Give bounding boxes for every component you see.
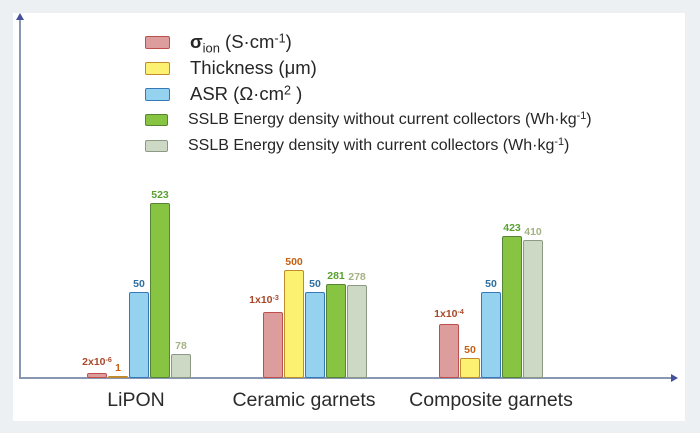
bar-energy-density-with-cc-lipon (171, 354, 191, 378)
bar-value-energy-density-with-cc-lipon: 78 (175, 339, 187, 352)
bar-value-asr-composite-garnets: 50 (485, 277, 497, 290)
bar-sigma-ion-composite-garnets (439, 324, 459, 378)
bar-value-energy-density-without-cc-lipon: 523 (151, 188, 169, 201)
bar-energy-density-with-cc-ceramic-garnets (347, 285, 367, 378)
bar-value-sigma-ion-lipon: 2x10-6 (82, 355, 112, 368)
bar-thickness-lipon (108, 376, 128, 378)
legend-item-thickness: Thickness (μm) (145, 55, 592, 81)
legend: σion (S·cm-1) Thickness (μm) ASR (Ω·cm2 ) S… (145, 29, 592, 159)
bar-value-thickness-composite-garnets: 50 (464, 343, 476, 356)
legend-item-sigma-ion: σion (S·cm-1) (145, 29, 592, 55)
bar-thickness-ceramic-garnets (284, 270, 304, 378)
legend-label-sigma-ion: σion (S·cm-1) (190, 30, 292, 56)
legend-label-thickness: Thickness (μm) (190, 56, 317, 78)
legend-swatch-energy-density-without-cc (145, 114, 168, 126)
legend-swatch-energy-density-with-cc (145, 140, 168, 152)
x-axis-line (19, 377, 671, 379)
legend-item-energy-density-with-cc: SSLB Energy density with current collect… (145, 133, 592, 159)
bar-energy-density-with-cc-composite-garnets (523, 240, 543, 378)
bar-asr-composite-garnets (481, 292, 501, 378)
legend-label-energy-density-without-cc: SSLB Energy density without current coll… (188, 110, 592, 128)
bar-value-asr-lipon: 50 (133, 277, 145, 290)
bar-value-sigma-ion-ceramic-garnets: 1x10-3 (249, 293, 279, 306)
category-label-ceramic-garnets: Ceramic garnets (232, 389, 376, 411)
bar-energy-density-without-cc-composite-garnets (502, 236, 522, 378)
legend-item-asr: ASR (Ω·cm2 ) (145, 81, 592, 107)
bar-value-energy-density-with-cc-ceramic-garnets: 278 (348, 270, 366, 283)
category-label-composite-garnets: Composite garnets (409, 389, 573, 411)
bar-value-sigma-ion-composite-garnets: 1x10-4 (434, 307, 464, 320)
legend-label-energy-density-with-cc: SSLB Energy density with current collect… (188, 136, 570, 154)
bar-asr-lipon (129, 292, 149, 378)
bar-sigma-ion-lipon (87, 373, 107, 378)
legend-label-asr: ASR (Ω·cm2 ) (190, 82, 303, 104)
bar-energy-density-without-cc-ceramic-garnets (326, 284, 346, 378)
bar-value-thickness-ceramic-garnets: 500 (285, 255, 303, 268)
legend-swatch-asr (145, 87, 170, 101)
bar-value-thickness-lipon: 1 (115, 361, 121, 374)
legend-swatch-sigma-ion (145, 35, 170, 49)
legend-item-energy-density-without-cc: SSLB Energy density without current coll… (145, 107, 592, 133)
bar-asr-ceramic-garnets (305, 292, 325, 378)
bar-value-energy-density-with-cc-composite-garnets: 410 (524, 225, 542, 238)
bar-energy-density-without-cc-lipon (150, 203, 170, 378)
bar-value-asr-ceramic-garnets: 50 (309, 277, 321, 290)
bar-value-energy-density-without-cc-composite-garnets: 423 (503, 221, 521, 234)
y-axis-line (19, 20, 21, 379)
bar-value-energy-density-without-cc-ceramic-garnets: 281 (327, 269, 345, 282)
legend-swatch-thickness (145, 61, 170, 75)
category-label-lipon: LiPON (107, 389, 165, 411)
y-axis-arrow-icon (16, 13, 24, 20)
bar-sigma-ion-ceramic-garnets (263, 312, 283, 378)
x-axis-arrow-icon (671, 374, 678, 382)
bar-thickness-composite-garnets (460, 358, 480, 378)
